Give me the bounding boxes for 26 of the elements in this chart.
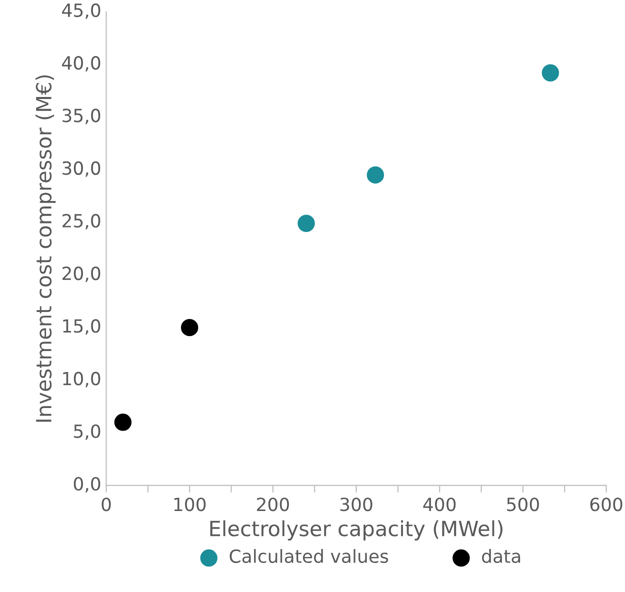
x-tick-label: 0 <box>102 498 111 512</box>
y-tick-label: 20,0 <box>62 266 100 282</box>
x-tick-label: 400 <box>423 498 456 512</box>
point <box>542 64 560 82</box>
y-tick-label: 15,0 <box>63 319 100 335</box>
point <box>180 318 198 336</box>
x-tick-label: 500 <box>507 498 539 512</box>
x-axis-title: Electrolyser capacity (MWel) <box>210 520 502 540</box>
y-tick-label: 10,0 <box>63 372 100 388</box>
point <box>366 166 384 184</box>
x-tick-label: 200 <box>257 498 289 512</box>
point <box>298 214 315 232</box>
y-tick-label: 30,0 <box>62 161 100 177</box>
y-tick-label: 5,0 <box>74 424 100 440</box>
x-tick-label: 600 <box>590 498 622 512</box>
x-tick-label: 100 <box>174 498 206 512</box>
y-tick-label: 0,0 <box>74 477 100 493</box>
x-tick-label: 300 <box>340 498 372 512</box>
y-tick-label: 35,0 <box>62 108 100 124</box>
point <box>114 414 132 431</box>
legend-label: Calculated values <box>230 549 388 564</box>
y-tick-label: 45,0 <box>62 3 100 19</box>
legend-label: data <box>482 549 520 564</box>
y-tick-label: 40,0 <box>62 56 100 72</box>
y-axis-title: Investment cost compressor (M€) <box>35 75 56 422</box>
y-tick-label: 25,0 <box>62 214 100 230</box>
